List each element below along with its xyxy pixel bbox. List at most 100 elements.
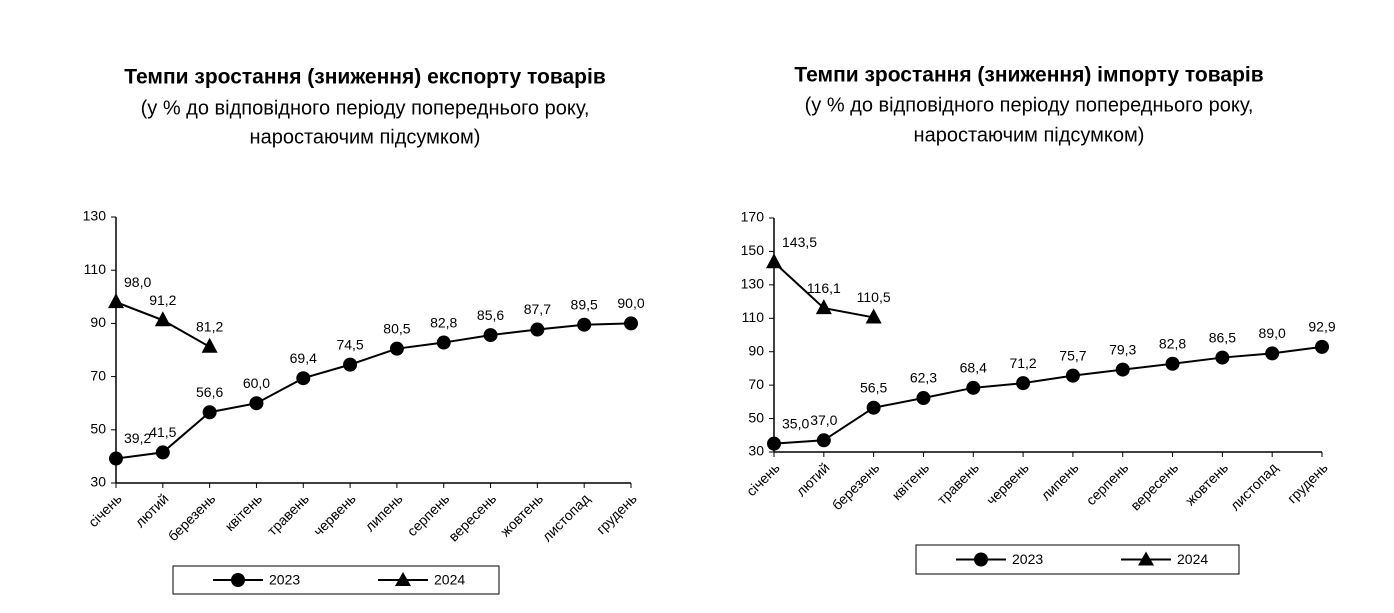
marker [1016,376,1031,391]
y-tick-label: 110 [84,261,107,277]
y-tick-label: 130 [741,276,765,292]
x-tick-label: грудень [593,490,640,537]
marker [1165,356,1180,371]
data-label: 80,5 [383,320,410,336]
data-label: 91,2 [149,292,176,308]
x-tick-label: липень [362,490,406,534]
marker [343,357,358,372]
chart-title: Темпи зростання (зниження) імпорту товар… [794,64,1263,87]
legend-marker [1138,551,1154,566]
y-tick-label: 50 [90,421,106,437]
marker [296,371,311,386]
x-tick-label: вересень [445,490,499,544]
marker [108,293,124,309]
y-tick-label: 50 [748,409,764,425]
marker [1065,368,1080,383]
data-label: 69,4 [290,350,317,366]
y-tick-label: 90 [748,342,764,358]
data-label: 81,2 [196,319,223,335]
x-tick-label: листопад [1227,459,1281,513]
x-tick-label: серпень [1083,459,1132,508]
data-label: 41,5 [149,424,176,440]
marker [201,337,218,353]
data-label: 110,5 [857,289,891,305]
data-label: 79,3 [1109,341,1136,357]
legend-marker [974,552,988,567]
y-tick-label: 150 [741,242,765,258]
x-tick-label: травень [264,490,312,538]
x-tick-label: грудень [1284,459,1331,506]
data-label: 90,0 [617,295,644,311]
marker [966,380,981,395]
chart-subtitle: (у % до відповідного періоду попередньог… [805,94,1254,116]
series-line [115,322,632,460]
x-tick-label: березень [165,490,219,544]
data-label: 89,5 [571,296,598,312]
legend-label: 2023 [1012,551,1043,567]
marker [866,400,881,415]
marker [483,328,498,343]
chart: Темпи зростання (зниження) імпорту товар… [741,64,1336,575]
marker [624,316,638,331]
x-tick-label: січень [743,459,783,499]
x-tick-label: листопад [539,490,593,544]
data-label: 68,4 [960,360,987,376]
data-label: 87,7 [524,301,551,317]
y-tick-label: 90 [90,314,106,330]
y-tick-label: 130 [83,208,107,224]
data-label: 60,0 [243,375,270,391]
data-label: 75,7 [1059,347,1086,363]
x-tick-label: квітень [889,459,933,503]
marker [577,317,592,332]
data-label: 71,2 [1009,355,1036,371]
data-label: 92,9 [1308,319,1335,335]
x-tick-label: квітень [222,490,266,534]
marker [1265,346,1280,361]
data-label: 35,0 [782,415,809,431]
data-label: 74,5 [336,336,363,352]
x-tick-label: травень [934,459,982,507]
marker [389,341,404,356]
marker [815,299,832,315]
marker [1215,350,1230,365]
marker [767,436,781,451]
data-label: 143,5 [782,234,817,250]
x-tick-label: жовтень [1182,459,1231,508]
x-tick-label: вересень [1127,459,1181,513]
y-tick-label: 70 [90,367,106,383]
marker [916,391,931,406]
marker [530,322,545,337]
data-label: 37,0 [810,412,837,428]
marker [109,451,123,466]
marker [249,396,264,411]
y-tick-label: 70 [748,376,764,392]
data-label: 39,2 [124,430,151,446]
data-label: 85,6 [477,307,504,323]
marker [202,405,217,420]
x-tick-label: лютий [793,459,833,499]
data-label: 62,3 [910,370,937,386]
marker [155,445,170,460]
y-tick-label: 30 [748,443,764,459]
x-tick-label: січень [85,490,125,530]
data-label: 116,1 [807,280,841,296]
data-label: 82,8 [430,314,457,330]
x-tick-label: червень [310,490,359,539]
marker [154,311,171,327]
series-line [773,345,1323,445]
marker [766,253,782,269]
data-label: 56,6 [196,384,223,400]
chart-title: Темпи зростання (зниження) експорту това… [124,66,606,89]
marker [1115,362,1130,377]
chart-subtitle: наростаючим підсумком) [914,124,1145,146]
chart-subtitle: (у % до відповідного періоду попередньог… [141,97,590,119]
marker [1315,339,1329,354]
marker [436,335,451,350]
marker [816,433,831,448]
data-label: 82,8 [1159,335,1186,351]
y-tick-label: 30 [90,474,106,490]
legend-marker [395,572,411,586]
legend-label: 2024 [1177,551,1208,567]
legend-label: 2023 [269,572,300,588]
data-label: 89,0 [1259,325,1286,341]
